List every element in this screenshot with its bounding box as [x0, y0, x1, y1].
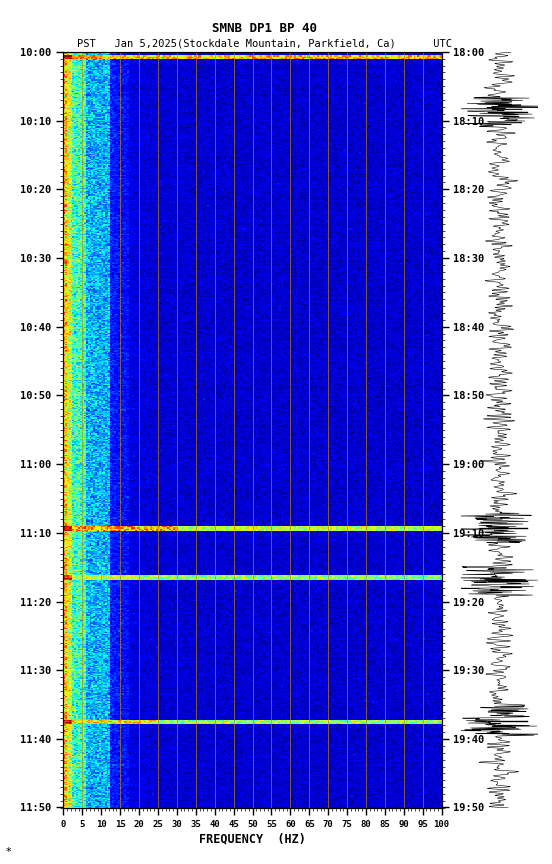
Text: *: *	[6, 848, 11, 857]
Text: PST   Jan 5,2025(Stockdale Mountain, Parkfield, Ca)      UTC: PST Jan 5,2025(Stockdale Mountain, Parkf…	[77, 39, 453, 49]
X-axis label: FREQUENCY  (HZ): FREQUENCY (HZ)	[199, 833, 306, 846]
Text: SMNB DP1 BP 40: SMNB DP1 BP 40	[213, 22, 317, 35]
